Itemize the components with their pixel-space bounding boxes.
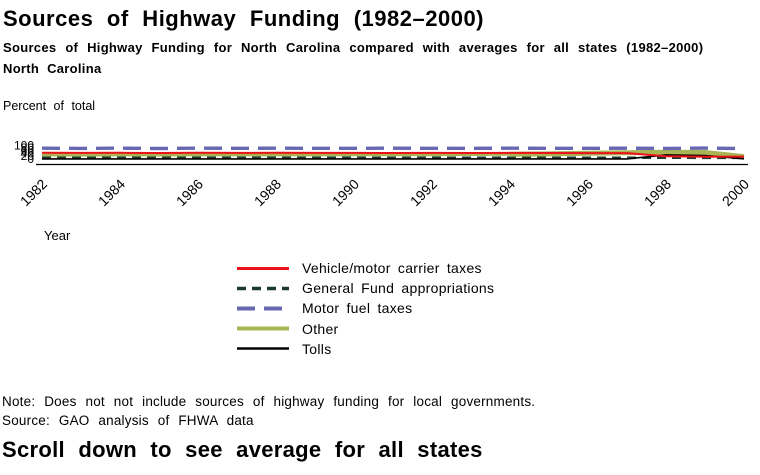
y-tick-label: 60 bbox=[21, 144, 35, 158]
legend-item: General Fund appropriations bbox=[236, 278, 494, 298]
legend-label: Other bbox=[302, 320, 339, 337]
x-tick-label: 1996 bbox=[563, 176, 596, 209]
legend-label: Tolls bbox=[302, 340, 332, 357]
legend-label: Vehicle/motor carrier taxes bbox=[302, 260, 482, 277]
series-line-motor-fuel-taxes bbox=[41, 146, 745, 151]
x-tick-label: 1994 bbox=[485, 176, 518, 209]
series-line-vehicle-motor-carrier-taxes bbox=[41, 151, 745, 158]
legend-swatch-icon bbox=[237, 306, 289, 311]
y-tick-label: 40 bbox=[21, 146, 35, 160]
chart-note: Note: Does not not include sources of hi… bbox=[2, 394, 536, 409]
x-axis-title: Year bbox=[44, 228, 71, 243]
y-tick-label: 100 bbox=[14, 138, 34, 152]
y-axis-title: Percent of total bbox=[3, 99, 96, 113]
scroll-hint-text: Scroll down to see average for all state… bbox=[2, 437, 483, 462]
legend-item: Other bbox=[236, 319, 494, 339]
legend-swatch-icon bbox=[237, 326, 289, 331]
x-tick-label: 2000 bbox=[719, 176, 752, 209]
y-tick-label: 0 bbox=[27, 152, 34, 166]
x-tick-label: 1986 bbox=[173, 176, 206, 209]
legend-item: Vehicle/motor carrier taxes bbox=[236, 258, 494, 278]
legend-item: Motor fuel taxes bbox=[236, 298, 494, 318]
page-title: Sources of Highway Funding (1982–2000) bbox=[3, 6, 485, 31]
legend-swatch-icon bbox=[237, 286, 289, 291]
x-tick-label: 1984 bbox=[95, 176, 128, 209]
legend-swatch-icon bbox=[237, 347, 289, 351]
y-tick-label: 20 bbox=[21, 149, 35, 163]
x-tick-label: 1988 bbox=[251, 176, 284, 209]
x-tick-label: 1998 bbox=[641, 176, 674, 209]
x-tick-label: 1992 bbox=[407, 176, 440, 209]
series-line-tolls bbox=[42, 154, 745, 160]
legend-label: Motor fuel taxes bbox=[302, 300, 413, 317]
y-tick-label: 80 bbox=[21, 141, 35, 155]
chart-subtitle: Sources of Highway Funding for North Car… bbox=[3, 40, 704, 55]
legend-label: General Fund appropriations bbox=[302, 280, 495, 297]
x-tick-label: 1982 bbox=[17, 176, 50, 209]
legend-item: Tolls bbox=[236, 339, 494, 359]
x-tick-label: 1990 bbox=[329, 176, 362, 209]
region-label: North Carolina bbox=[3, 61, 102, 76]
chart-legend: Vehicle/motor carrier taxes General Fund … bbox=[236, 258, 494, 359]
chart-source: Source: GAO analysis of FHWA data bbox=[2, 413, 254, 428]
legend-swatch-icon bbox=[237, 266, 289, 270]
